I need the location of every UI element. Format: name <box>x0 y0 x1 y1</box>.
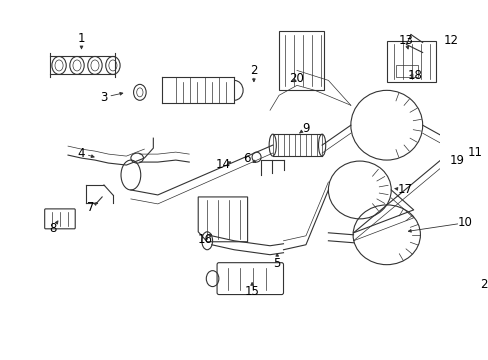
Bar <box>386 41 435 82</box>
Text: 8: 8 <box>49 222 56 235</box>
Text: 6: 6 <box>243 152 250 165</box>
Text: 2: 2 <box>250 64 257 77</box>
Text: 20: 20 <box>289 72 304 85</box>
Text: 21: 21 <box>479 278 488 291</box>
Bar <box>448 143 488 168</box>
Text: 1: 1 <box>78 32 85 45</box>
Bar <box>395 66 417 77</box>
Text: 3: 3 <box>100 91 107 104</box>
Text: 4: 4 <box>78 147 85 159</box>
Text: 14: 14 <box>215 158 230 171</box>
Bar <box>279 31 323 90</box>
Text: 11: 11 <box>467 145 481 159</box>
Text: 19: 19 <box>448 154 463 167</box>
Text: 5: 5 <box>273 257 280 270</box>
Text: 12: 12 <box>443 34 458 47</box>
Text: 7: 7 <box>86 201 94 215</box>
Text: 18: 18 <box>407 69 422 82</box>
Text: 9: 9 <box>302 122 309 135</box>
Text: 15: 15 <box>244 285 259 298</box>
Text: 10: 10 <box>456 216 471 229</box>
Text: 13: 13 <box>397 34 412 47</box>
Text: 16: 16 <box>198 233 212 246</box>
Text: 17: 17 <box>396 184 411 197</box>
